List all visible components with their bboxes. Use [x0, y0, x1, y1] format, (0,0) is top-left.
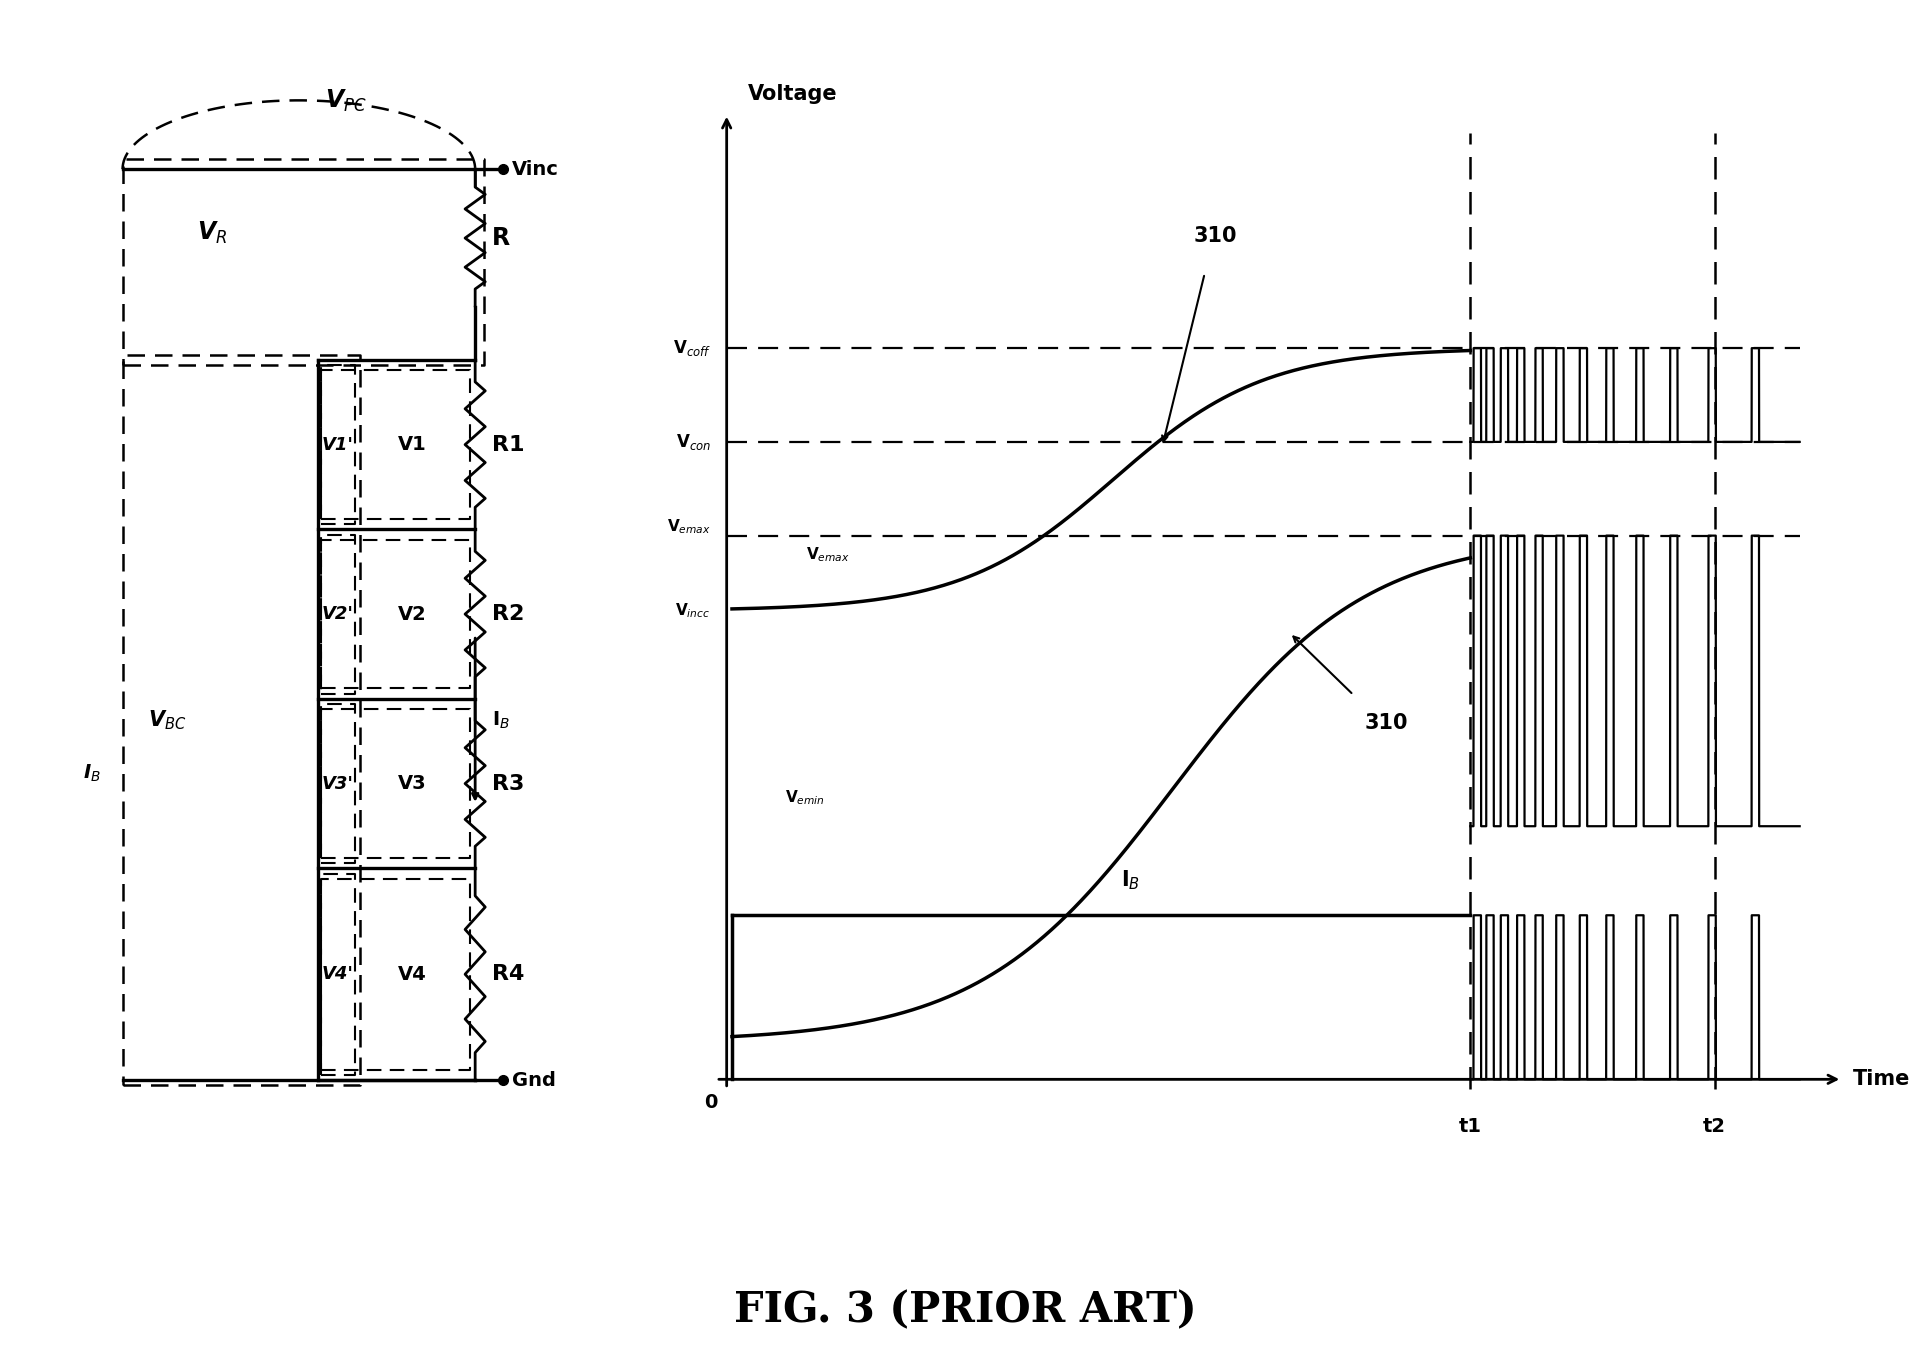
- Text: Time: Time: [1853, 1069, 1911, 1089]
- Text: R4: R4: [492, 964, 525, 985]
- Text: V1: V1: [398, 435, 427, 454]
- Text: t1: t1: [1459, 1116, 1482, 1135]
- Text: I$_B$: I$_B$: [83, 762, 102, 784]
- Text: R3: R3: [492, 774, 525, 793]
- Text: 310: 310: [1193, 225, 1237, 246]
- Text: R2: R2: [492, 604, 525, 625]
- Text: V2': V2': [322, 606, 353, 623]
- Text: V$_R$: V$_R$: [197, 220, 228, 246]
- Text: V$_{PC}$: V$_{PC}$: [326, 88, 367, 114]
- Text: I$_B$: I$_B$: [1121, 868, 1141, 892]
- Text: V3: V3: [398, 774, 427, 793]
- Text: V$_{con}$: V$_{con}$: [676, 432, 710, 452]
- Text: V$_{emax}$: V$_{emax}$: [668, 517, 710, 535]
- Text: V$_{coff}$: V$_{coff}$: [672, 338, 710, 359]
- Text: Gnd: Gnd: [511, 1070, 556, 1089]
- Text: t2: t2: [1702, 1116, 1725, 1135]
- Text: V$_{emax}$: V$_{emax}$: [807, 545, 851, 564]
- Text: FIG. 3 (PRIOR ART): FIG. 3 (PRIOR ART): [733, 1290, 1197, 1331]
- Text: V2: V2: [398, 604, 427, 623]
- Text: Vinc: Vinc: [511, 160, 558, 179]
- Text: V3': V3': [322, 774, 353, 793]
- Text: V$_{BC}$: V$_{BC}$: [149, 709, 187, 732]
- Text: 0: 0: [704, 1093, 718, 1112]
- Text: I$_B$: I$_B$: [492, 709, 510, 731]
- Text: V4: V4: [398, 964, 427, 983]
- Text: V4': V4': [322, 966, 353, 983]
- Text: V$_{emin}$: V$_{emin}$: [786, 789, 824, 808]
- Text: V$_{incc}$: V$_{incc}$: [676, 602, 710, 621]
- Text: R: R: [492, 225, 510, 250]
- Text: 310: 310: [1365, 713, 1407, 733]
- Text: R1: R1: [492, 435, 525, 455]
- Text: Voltage: Voltage: [749, 84, 838, 105]
- Text: V1': V1': [322, 436, 353, 454]
